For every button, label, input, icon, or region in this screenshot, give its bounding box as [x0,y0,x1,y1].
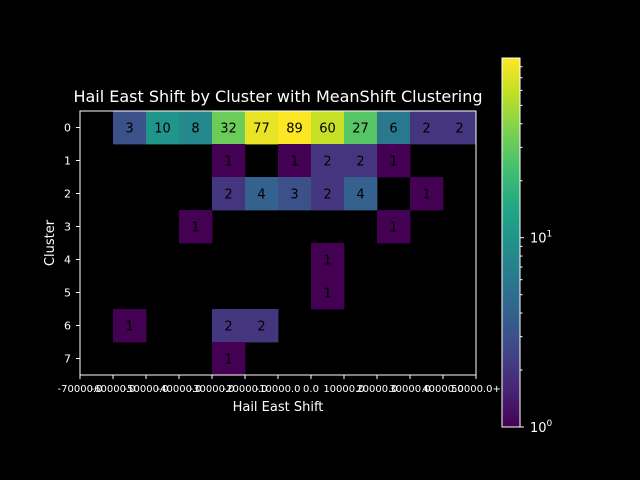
heatmap-cell [113,111,147,145]
cell-value-label: 2 [224,320,232,335]
x-tick-label: 30000.0 [389,384,430,395]
heatmap-cell [410,177,444,211]
heatmap-cells [113,111,477,376]
heatmap-cell [311,144,345,178]
heatmap-cell [278,177,312,211]
cell-value-label: 1 [224,155,232,170]
y-tick-label: 5 [64,287,71,300]
heatmap-cell [311,111,345,145]
y-axis-ticks: 0 1 2 3 4 5 6 7 [64,122,80,366]
y-tick-label: 7 [64,353,71,366]
x-tick-label: 0.0 [303,384,319,395]
heatmap-cell [212,342,246,376]
cell-value-label: 2 [323,188,331,203]
heatmap-cell [179,210,213,244]
cell-value-label: 89 [286,122,303,137]
cell-value-label: 1 [224,353,232,368]
y-tick-label: 2 [64,188,71,201]
cell-value-label: 2 [422,122,430,137]
cell-value-label: 2 [224,188,232,203]
cell-value-label: 32 [220,122,237,137]
heatmap-cell [344,111,378,145]
heatmap-cell [344,177,378,211]
cell-value-label: 77 [253,122,270,137]
colorbar [501,57,521,428]
x-tick-label: -50000.0 [124,384,169,395]
heatmap-cell [377,111,411,145]
x-tick-label: -10000.0 [256,384,301,395]
cell-value-label: 1 [422,188,430,203]
x-tick-label: 10000.0 [323,384,364,395]
heatmap-cell [212,111,246,145]
cell-value-label: 1 [323,254,331,269]
y-axis-label: Cluster [43,219,58,266]
x-tick-label: -70000.0 [58,384,103,395]
cell-value-label: 27 [352,122,369,137]
heatmap-cell [278,111,312,145]
heatmap-cell [443,111,477,145]
heatmap-cell [311,276,345,310]
cell-value-label: 2 [257,320,265,335]
colorbar-tick-label: 100 [530,419,553,436]
y-tick-label: 4 [64,254,71,267]
cell-value-label: 60 [319,122,336,137]
x-tick-label: -60000.0 [91,384,136,395]
heatmap-cell [245,111,279,145]
cell-value-label: 3 [290,188,298,203]
heatmap-cell [410,111,444,145]
cell-value-label: 1 [125,320,133,335]
cell-value-label: 4 [356,188,364,203]
y-tick-label: 0 [64,122,71,135]
cell-value-label: 1 [389,155,397,170]
cell-value-label: 4 [257,188,265,203]
heatmap-cell [212,177,246,211]
heatmap-cell [113,309,147,343]
cell-value-label: 10 [154,122,171,137]
y-tick-label: 6 [64,320,71,333]
heatmap-cell [179,111,213,145]
colorbar-tick-label: 101 [530,230,552,247]
cell-value-label: 1 [389,221,397,236]
y-tick-label: 3 [64,221,71,234]
colorbar-ticks: 100 101 [520,66,553,436]
heatmap-cell [377,144,411,178]
y-tick-label: 1 [64,155,71,168]
heatmap-cell [245,177,279,211]
x-tick-label: 50000.0+ [451,384,501,395]
cell-value-label: 1 [191,221,199,236]
x-axis-ticks: -70000.0-60000.0-50000.0-40000.0-30000.0… [58,375,501,395]
x-tick-label: 20000.0 [356,384,397,395]
heatmap-cell [311,243,345,277]
heatmap-cell [245,309,279,343]
heatmap-cell [212,309,246,343]
cell-value-label: 6 [389,122,397,137]
x-tick-label: -20000.0 [223,384,268,395]
heatmap-cell [146,111,180,145]
heatmap-cell [344,144,378,178]
heatmap-cell [377,210,411,244]
heatmap-cell [311,177,345,211]
cell-value-label: 2 [455,122,463,137]
cell-value-label: 3 [125,122,133,137]
cell-value-label: 8 [191,122,199,137]
cell-value-label: 2 [356,155,364,170]
x-tick-label: -30000.0 [190,384,235,395]
heatmap-cell [278,144,312,178]
x-tick-label: -40000.0 [157,384,202,395]
cell-value-label: 1 [290,155,298,170]
chart-title: Hail East Shift by Cluster with MeanShif… [73,87,482,106]
x-axis-label: Hail East Shift [233,400,324,415]
cell-value-label: 1 [323,287,331,302]
heatmap-cell [212,144,246,178]
x-tick-label: 40000.0 [422,384,463,395]
cell-value-label: 2 [323,155,331,170]
